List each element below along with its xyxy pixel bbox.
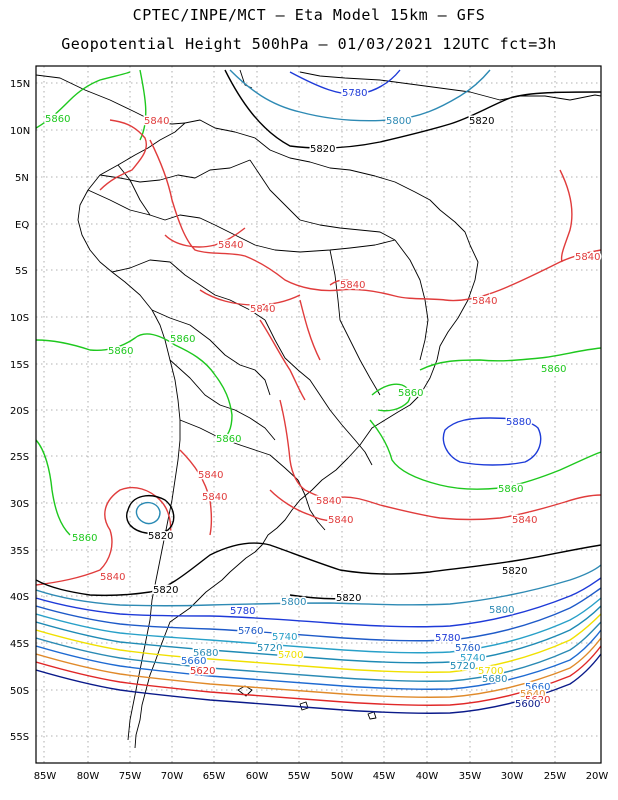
contour-label: 5700 <box>478 666 503 677</box>
contour-label: 5840 <box>100 572 125 583</box>
contour-label: 5860 <box>45 114 70 125</box>
contour-label: 5780 <box>342 88 367 99</box>
contour-label: 5840 <box>198 470 223 481</box>
longitude-labels: 85W 80W 75W 70W 65W 60W 55W 50W 45W 40W … <box>34 771 609 782</box>
contour-label: 5800 <box>489 605 514 616</box>
lon-label: 60W <box>246 771 269 782</box>
contour-label: 5680 <box>193 648 218 659</box>
map-frame <box>35 65 602 764</box>
lon-label: 35W <box>459 771 482 782</box>
contour-label: 5860 <box>216 434 241 445</box>
lon-label: 45W <box>373 771 396 782</box>
contour-label: 5640 <box>520 689 545 700</box>
lon-label: 55W <box>288 771 311 782</box>
contour-label: 5720 <box>257 643 282 654</box>
contour-label: 5780 <box>435 633 460 644</box>
contour-label: 5840 <box>202 492 227 503</box>
lat-label: 40S <box>10 592 29 603</box>
lon-label: 25W <box>544 771 567 782</box>
contour-label: 5600 <box>515 699 540 710</box>
contour-label: 5760 <box>238 626 263 637</box>
contour-label: 5760 <box>455 643 480 654</box>
contour-label: 5800 <box>281 597 306 608</box>
lat-label: 30S <box>10 499 29 510</box>
lat-lon-grid <box>36 66 601 763</box>
lon-label: 75W <box>119 771 142 782</box>
contour-label: 5840 <box>328 515 353 526</box>
lat-label: 5S <box>15 266 28 277</box>
contour-label: 5660 <box>525 682 550 693</box>
lat-label: 10S <box>10 313 29 324</box>
map-subtitle: Geopotential Height 500hPa – 01/03/2021 … <box>61 35 557 53</box>
lat-label: 35S <box>10 546 29 557</box>
lat-label: 20S <box>10 406 29 417</box>
contour-label: 5800 <box>386 116 411 127</box>
lon-label: 30W <box>501 771 524 782</box>
geopotential-contours <box>36 69 601 714</box>
contour-label: 5860 <box>170 334 195 345</box>
contour-label: 5820 <box>336 593 361 604</box>
contour-label: 5860 <box>108 346 133 357</box>
lon-label: 40W <box>416 771 439 782</box>
contour-label: 5720 <box>450 661 475 672</box>
contour-label: 5860 <box>72 533 97 544</box>
lat-label: 25S <box>10 452 29 463</box>
contour-label: 5780 <box>230 606 255 617</box>
contour-label: 5820 <box>148 531 173 542</box>
coastline-and-borders <box>36 69 601 749</box>
contour-label: 5860 <box>541 364 566 375</box>
contour-label: 5880 <box>506 417 531 428</box>
lon-label: 20W <box>586 771 609 782</box>
contour-label: 5840 <box>144 116 169 127</box>
lat-label: 5N <box>15 173 29 184</box>
lat-label: EQ <box>15 220 29 231</box>
contour-label: 5860 <box>398 388 423 399</box>
contour-label: 5700 <box>278 650 303 661</box>
lon-label: 65W <box>203 771 226 782</box>
contour-label: 5840 <box>316 496 341 507</box>
contour-label: 5860 <box>498 484 523 495</box>
lon-label: 70W <box>161 771 184 782</box>
contour-label: 5840 <box>472 296 497 307</box>
lon-label: 50W <box>331 771 354 782</box>
contour-label: 5680 <box>482 674 507 685</box>
contour-label: 5840 <box>218 240 243 251</box>
contour-label: 5820 <box>502 566 527 577</box>
map-title: CPTEC/INPE/MCT – Eta Model 15km – GFS <box>132 6 486 24</box>
lat-label: 55S <box>10 732 29 743</box>
contour-label: 5620 <box>190 666 215 677</box>
contour-label: 5820 <box>153 585 178 596</box>
contour-label: 5840 <box>575 252 600 263</box>
contour-label: 5820 <box>469 116 494 127</box>
contour-label: 5740 <box>460 653 485 664</box>
latitude-labels: 15N 10N 5N EQ 5S 10S 15S 20S 25S 30S 35S… <box>10 79 30 743</box>
contour-label: 5840 <box>512 515 537 526</box>
contour-label: 5660 <box>181 656 206 667</box>
lat-label: 50S <box>10 686 29 697</box>
contour-labels: 5780 5800 5820 5860 5840 5820 5840 5840 5840 5840… <box>44 87 602 712</box>
contour-label: 5820 <box>310 144 335 155</box>
lat-label: 15N <box>10 79 30 90</box>
contour-label: 5840 <box>250 304 275 315</box>
lat-label: 10N <box>10 126 30 137</box>
lon-label: 80W <box>77 771 100 782</box>
contour-label: 5620 <box>525 695 550 706</box>
lat-label: 15S <box>10 360 29 371</box>
contour-label: 5840 <box>340 280 365 291</box>
lon-label: 85W <box>34 771 57 782</box>
lat-label: 45S <box>10 639 29 650</box>
contour-label: 5740 <box>272 632 297 643</box>
